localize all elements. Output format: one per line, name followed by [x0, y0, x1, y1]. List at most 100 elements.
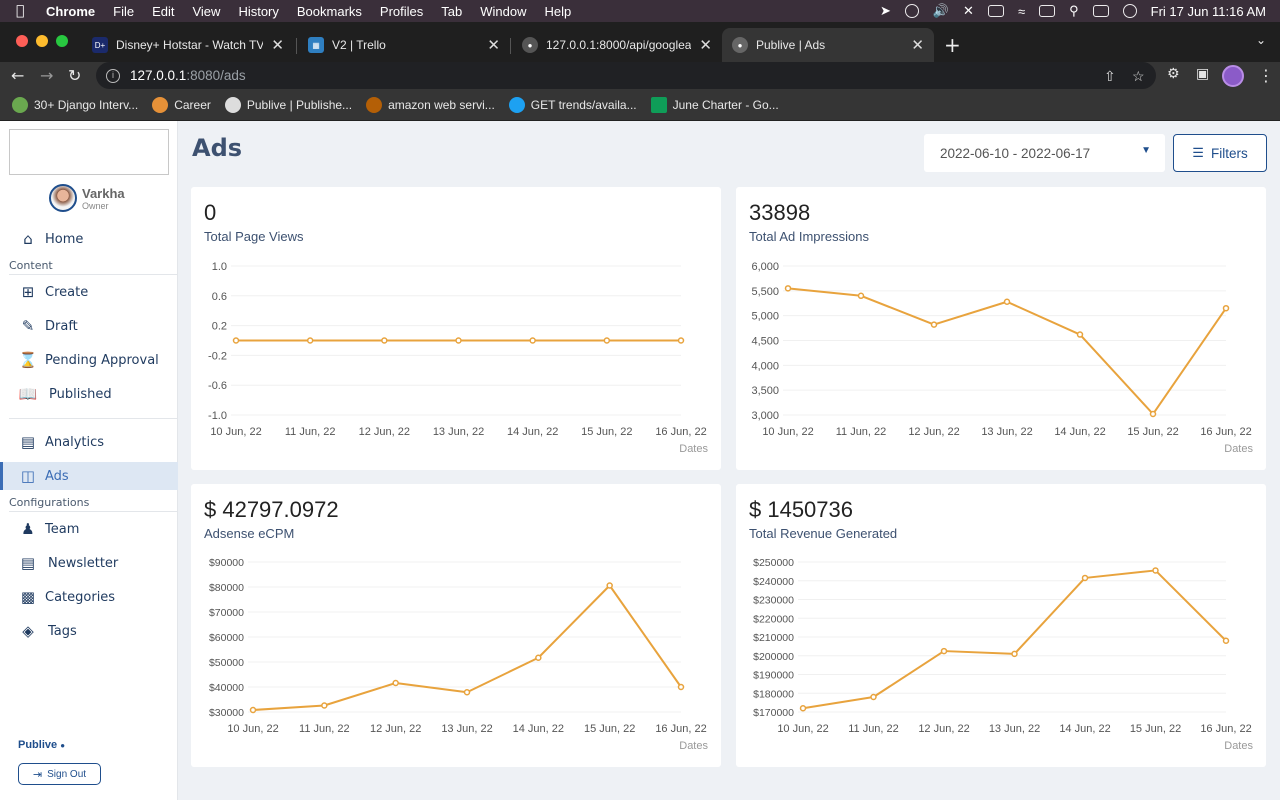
x-tick-label: 14 Jun, 22 [507, 426, 558, 438]
reload-icon[interactable]: ↻ [68, 66, 82, 85]
browser-tab-strip: D+ Disney+ Hotstar - Watch TV Sh ✕ ▦ V2 … [0, 22, 1280, 62]
volume-icon[interactable]: 🔊 [932, 3, 950, 18]
bookmark-label: Publive | Publishe... [246, 98, 353, 112]
browser-menu-icon[interactable]: ⋮ [1258, 66, 1274, 85]
user-role: Owner [82, 200, 109, 211]
tab-googleads-api[interactable]: ● 127.0.0.1:8000/api/googleads ✕ [512, 28, 722, 62]
close-tab-icon[interactable]: ✕ [699, 37, 712, 54]
bookmark-django[interactable]: 30+ Django Interv... [12, 97, 138, 113]
zoom-window-button[interactable] [56, 35, 68, 47]
tab-trello[interactable]: ▦ V2 | Trello ✕ [298, 28, 510, 62]
tab-hotstar[interactable]: D+ Disney+ Hotstar - Watch TV Sh ✕ [82, 28, 294, 62]
sidebar-item-team[interactable]: ♟ Team [0, 515, 178, 543]
new-tab-button[interactable]: + [944, 33, 961, 57]
x-tick-label: 14 Jun, 22 [1059, 723, 1110, 735]
data-point [306, 337, 314, 344]
date-range-picker[interactable]: 2022-06-10 - 2022-06-17 ▼ [924, 134, 1165, 172]
sidebar-item-published[interactable]: 📖 Published [0, 380, 178, 408]
apple-icon[interactable]:  [16, 3, 32, 19]
menu-bookmarks[interactable]: Bookmarks [296, 3, 362, 19]
filters-button[interactable]: ☰ Filters [1173, 134, 1267, 172]
sidebar-item-newsletter[interactable]: ▤ Newsletter [0, 549, 178, 577]
data-point [1011, 650, 1018, 658]
x-tick-label: 12 Jun, 22 [370, 723, 421, 735]
profile-avatar[interactable] [1222, 65, 1244, 87]
data-point [1003, 298, 1011, 306]
sign-out-button[interactable]: ⇥ Sign Out [18, 763, 101, 785]
control-center-icon[interactable] [1092, 5, 1109, 17]
forward-icon[interactable]: → [40, 66, 54, 85]
close-window-button[interactable] [16, 35, 28, 47]
x-tick-label: 10 Jun, 22 [210, 426, 261, 438]
bookmark-twitter[interactable]: GET trends/availa... [508, 97, 637, 113]
close-tab-icon[interactable]: ✕ [911, 37, 924, 54]
x-tick-label: 15 Jun, 22 [581, 426, 632, 438]
globe-icon: ● [522, 37, 538, 53]
sidebar-item-label: Home [45, 231, 84, 247]
data-point [321, 702, 328, 709]
menu-view[interactable]: View [192, 3, 221, 19]
bookmark-career[interactable]: Career [152, 97, 211, 113]
x-tick-label: 16 Jun, 22 [655, 723, 706, 735]
bluetooth-icon[interactable]: ✕ [963, 3, 974, 18]
sidebar-item-ads[interactable]: ◫ Ads [0, 462, 178, 490]
menu-profiles[interactable]: Profiles [379, 3, 424, 19]
bookmark-publive[interactable]: Publive | Publishe... [224, 97, 353, 113]
spotlight-search-icon[interactable]: ⚲ [1069, 3, 1079, 18]
section-label-content: Content [9, 259, 177, 275]
user-profile[interactable]: Varkha Owner [49, 184, 125, 212]
data-point [529, 337, 536, 344]
bookmark-star-icon[interactable]: ☆ [1132, 68, 1145, 84]
do-not-disturb-icon[interactable] [904, 4, 919, 18]
page-title: Ads [192, 134, 243, 162]
minimize-window-button[interactable] [36, 35, 48, 47]
sidebar-item-categories[interactable]: ▩ Categories [0, 583, 178, 611]
y-tick-label: $40000 [209, 682, 244, 694]
menu-help[interactable]: Help [544, 3, 572, 19]
menu-app[interactable]: Chrome [46, 3, 96, 19]
address-bar[interactable]: i 127.0.0.1:8080/ads ⇧ ☆ [96, 62, 1156, 89]
users-icon: ♟ [21, 520, 35, 538]
close-tab-icon[interactable]: ✕ [271, 37, 284, 54]
menu-tab[interactable]: Tab [441, 3, 463, 19]
menu-edit[interactable]: Edit [152, 3, 175, 19]
sidebar-item-draft[interactable]: ✎ Draft [0, 312, 178, 340]
share-icon[interactable]: ⇧ [1104, 68, 1116, 84]
close-tab-icon[interactable]: ✕ [487, 37, 500, 54]
bookmark-aws[interactable]: amazon web servi... [366, 97, 495, 113]
y-tick-label: -0.6 [208, 380, 227, 392]
wifi-icon[interactable]: ≈ [1017, 3, 1026, 19]
sidebar-item-analytics[interactable]: ▤ Analytics [0, 428, 178, 456]
sidebar-item-tags[interactable]: ◈ Tags [0, 617, 178, 645]
menubar-clock[interactable]: Fri 17 Jun 11:16 AM [1150, 3, 1266, 19]
siri-icon[interactable] [1122, 4, 1137, 18]
home-icon: ⌂ [23, 230, 33, 248]
site-info-icon[interactable]: i [106, 68, 120, 83]
data-point [381, 337, 388, 344]
y-tick-label: -0.2 [208, 350, 227, 362]
location-icon[interactable]: ➤ [879, 3, 891, 18]
menu-history[interactable]: History [238, 3, 279, 19]
bookmark-label: GET trends/availa... [530, 98, 637, 112]
x-tick-label: 13 Jun, 22 [441, 723, 492, 735]
bookmark-label: amazon web servi... [388, 98, 495, 112]
menu-file[interactable]: File [113, 3, 135, 19]
y-tick-label: $210000 [753, 632, 794, 644]
sidepanel-icon[interactable]: ▣ [1196, 66, 1210, 82]
metric-label: Total Page Views [204, 229, 304, 244]
keyboard-icon[interactable] [1039, 5, 1056, 17]
sidebar-item-home[interactable]: ⌂ Home [0, 225, 178, 253]
sign-out-icon: ⇥ [32, 768, 43, 781]
extensions-icon[interactable]: ⚙ [1167, 66, 1180, 82]
newspaper-icon: ▤ [20, 554, 36, 572]
tab-publive-ads[interactable]: ● Publive | Ads ✕ [722, 28, 934, 62]
x-axis-title: Dates [1224, 443, 1253, 455]
bookmark-june-charter[interactable]: June Charter - Go... [650, 97, 779, 113]
menu-window[interactable]: Window [480, 3, 527, 19]
back-icon[interactable]: ← [11, 66, 25, 85]
tab-search-chevron-icon[interactable]: ⌄ [1255, 33, 1266, 47]
x-tick-label: 15 Jun, 22 [1130, 723, 1181, 735]
sidebar-item-pending-approval[interactable]: ⌛ Pending Approval [0, 346, 178, 374]
battery-icon[interactable] [987, 5, 1004, 17]
sidebar-item-create[interactable]: ⊞ Create [0, 278, 178, 306]
